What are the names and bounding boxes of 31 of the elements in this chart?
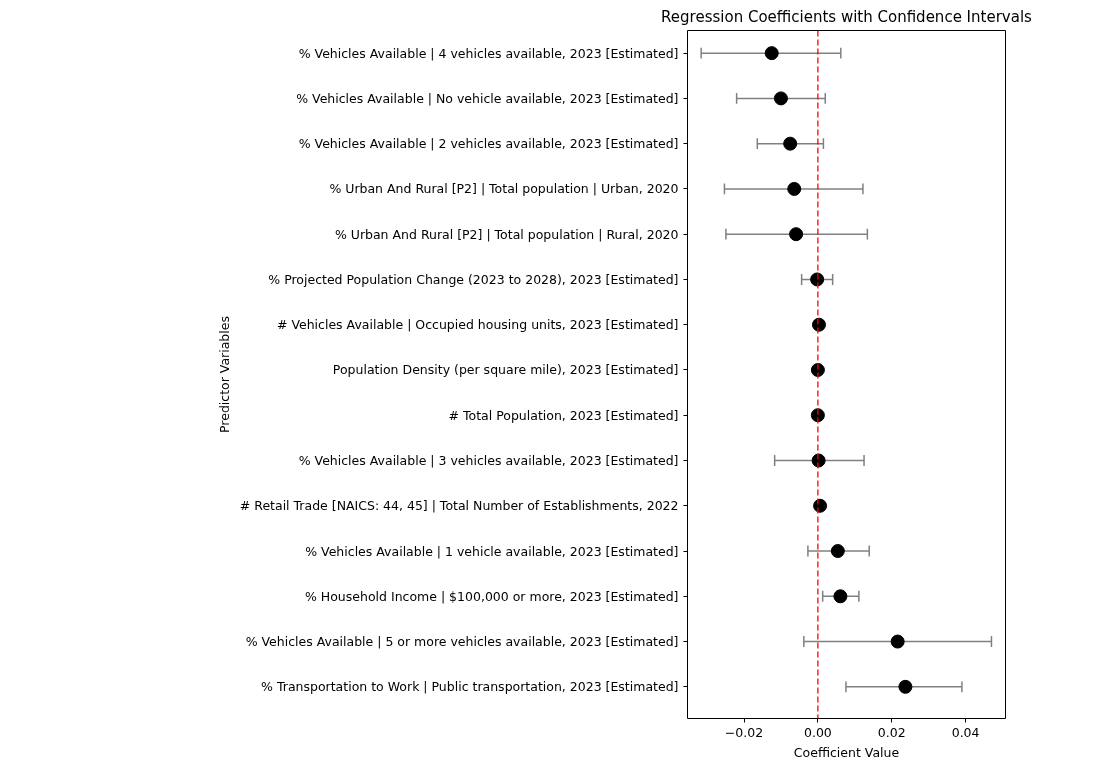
x-axis-title: Coefficient Value (793, 744, 900, 760)
x-tick-label: −0.02 (724, 724, 764, 740)
point (787, 181, 802, 196)
point (890, 634, 905, 649)
y-tick-label: Population Density (per square mile), 2023 [Estimated] (332, 362, 679, 378)
point (789, 227, 804, 242)
x-tick-label: 0.02 (877, 724, 906, 740)
y-tick-label: % Urban And Rural [P2] | Total population | Urban, 2020 (329, 181, 679, 197)
y-axis-title: Predictor Variables (216, 316, 232, 433)
y-tick-label: % Urban And Rural [P2] | Total population | Rural, 2020 (334, 226, 679, 242)
y-tick-label: # Vehicles Available | Occupied housing units, 2023 [Estimated] (276, 317, 679, 333)
y-tick-label: % Vehicles Available | No vehicle available, 2023 [Estimated] (296, 90, 679, 106)
y-tick-label: % Projected Population Change (2023 to 2028), 2023 [Estimated] (268, 271, 679, 287)
y-tick-label: # Retail Trade [NAICS: 44, 45] | Total Number of Establishments, 2022 (239, 498, 679, 514)
y-tick-label: % Household Income | $100,000 or more, 2023 [Estimated] (304, 588, 679, 604)
y-tick-label: % Vehicles Available | 3 vehicles available, 2023 [Estimated] (298, 453, 679, 468)
point (830, 544, 845, 559)
y-tick-label: % Vehicles Available | 4 vehicles available, 2023 [Estimated] (298, 45, 679, 61)
point (764, 46, 779, 61)
x-tick-label: 0.00 (803, 724, 832, 740)
y-tick-label: # Total Population, 2023 [Estimated] (448, 407, 679, 423)
y-tick-label: % Vehicles Available | 1 vehicle available, 2023 [Estimated] (305, 543, 679, 559)
point (833, 589, 848, 604)
point (898, 679, 913, 694)
chart-title: Regression Coefficients with Confidence Intervals (661, 7, 1033, 26)
y-tick-label: % Transportation to Work | Public transportation, 2023 [Estimated] (261, 679, 679, 695)
x-tick-label: 0.04 (951, 724, 980, 740)
point (783, 136, 798, 151)
y-tick-label: % Vehicles Available | 2 vehicles available, 2023 [Estimated] (298, 136, 679, 152)
point (773, 91, 788, 106)
y-tick-label: % Vehicles Available | 5 or more vehicles available, 2023 [Estimated] (245, 634, 679, 650)
